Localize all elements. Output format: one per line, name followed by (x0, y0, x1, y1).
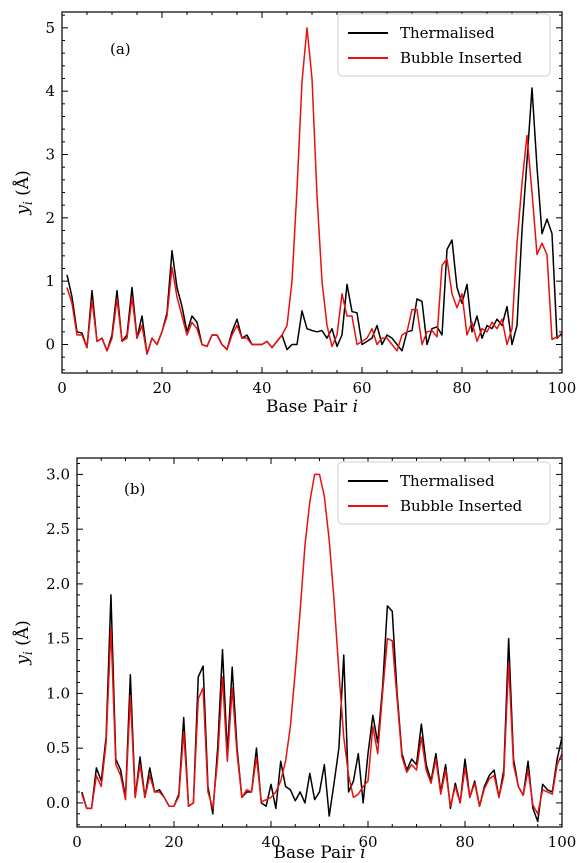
series-line-bubble-inserted (81, 473, 562, 815)
series-line-bubble-inserted (66, 27, 562, 355)
y-tick-label: 3.0 (46, 465, 70, 483)
x-tick-label: 100 (548, 379, 577, 397)
x-tick-label: 60 (358, 833, 377, 851)
x-axis-label: Base Pair i (266, 397, 358, 417)
y-tick-label: 2 (45, 209, 55, 227)
panel-a: 0 20 40 60 80 100 0 1 2 3 4 5 Base Pair i yi (Å) (a) Th… (12, 11, 577, 417)
legend-entry: Bubble Inserted (400, 49, 523, 67)
y-tick-label: 2.5 (46, 520, 70, 538)
x-tick-label: 40 (261, 833, 280, 851)
legend-box (337, 461, 551, 525)
y-tick-label: 1.0 (46, 684, 70, 702)
y-tick-label: 0.5 (46, 739, 70, 757)
y-tick-label: 0.0 (46, 794, 70, 812)
y-tick-label: 1.5 (46, 630, 70, 648)
y-axis-label: yi (Å) (12, 620, 35, 665)
legend-box (337, 13, 551, 77)
y-tick-label: 1 (45, 272, 55, 290)
x-tick-label: 0 (57, 379, 67, 397)
y-tick-label: 2.0 (46, 575, 70, 593)
x-tick-label: 0 (72, 833, 82, 851)
panel-label: (b) (124, 480, 145, 498)
x-tick-label: 60 (352, 379, 371, 397)
legend-entry: Thermalised (400, 24, 495, 42)
x-tick-label: 100 (548, 833, 577, 851)
y-tick-label: 5 (45, 19, 55, 37)
panel-b: 0 20 40 60 80 100 0.0 0.5 1.0 1.5 2.0 2.5 3.0 Base Pa… (12, 457, 577, 863)
panel-label: (a) (110, 40, 131, 58)
x-tick-label: 20 (164, 833, 183, 851)
legend: Thermalised Bubble Inserted (337, 461, 551, 525)
x-tick-label: 20 (152, 379, 171, 397)
x-tick-label: 80 (452, 379, 471, 397)
x-tick-label: 80 (455, 833, 474, 851)
legend-entry: Thermalised (400, 472, 495, 490)
y-tick-label: 4 (45, 82, 55, 100)
y-tick-label: 3 (45, 146, 55, 164)
x-tick-label: 40 (252, 379, 271, 397)
legend-entry: Bubble Inserted (400, 497, 523, 515)
x-axis-label: Base Pair i (273, 843, 365, 863)
y-tick-label: 0 (45, 336, 55, 354)
legend: Thermalised Bubble Inserted (337, 13, 551, 77)
y-axis-label: yi (Å) (12, 170, 35, 215)
